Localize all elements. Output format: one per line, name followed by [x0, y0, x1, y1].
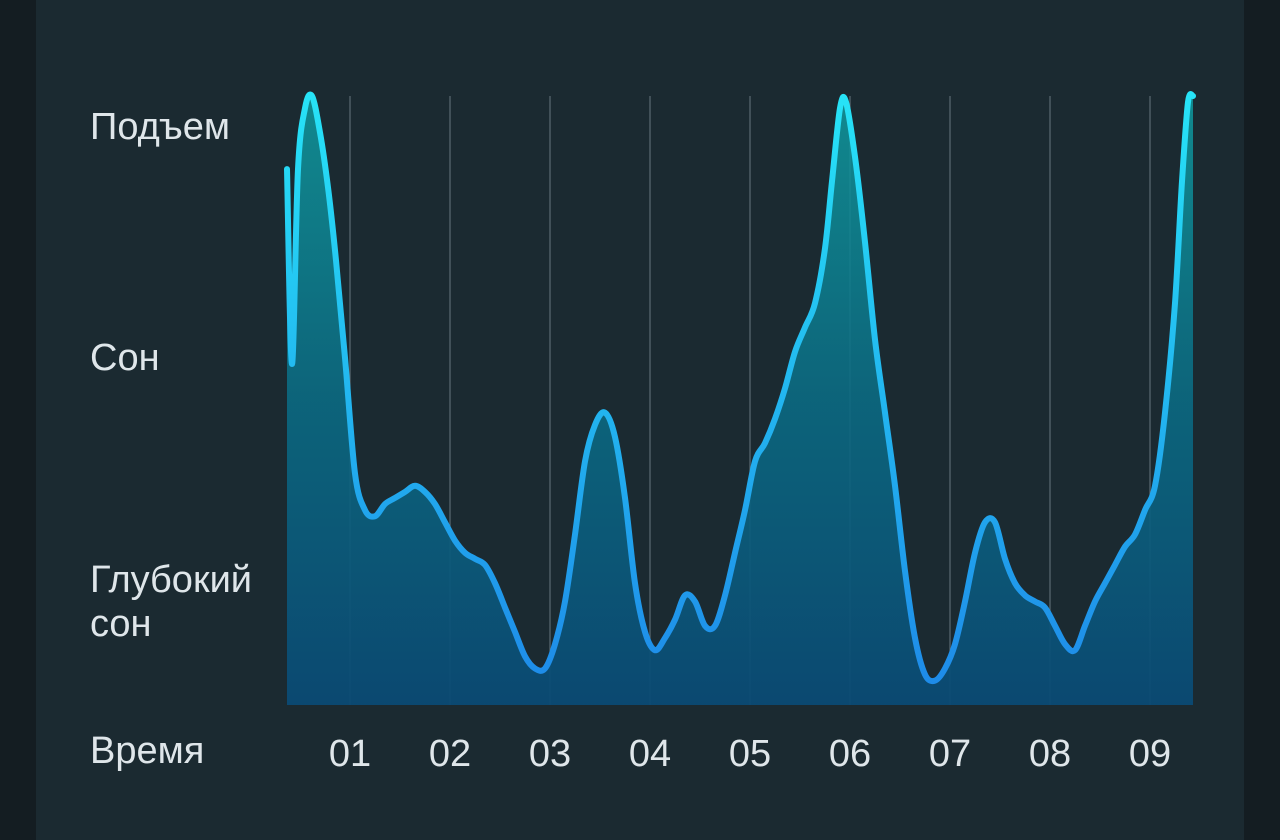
x-tick-09: 09: [1129, 733, 1171, 775]
y-label-deep-sleep: Глубокий сон: [90, 559, 253, 645]
sleep-line: [284, 91, 1196, 685]
y-label-wake: Подъем: [90, 106, 230, 148]
x-tick-07: 07: [929, 733, 971, 775]
y-label-sleep: Сон: [90, 337, 160, 379]
x-tick-05: 05: [729, 733, 771, 775]
sleep-area-fill: [287, 94, 1193, 706]
x-tick-08: 08: [1029, 733, 1071, 775]
x-axis-title: Время: [90, 730, 205, 772]
x-tick-01: 01: [329, 733, 371, 775]
x-tick-06: 06: [829, 733, 871, 775]
x-tick-labels: 01 02 03 04 05 06 07 08 09: [329, 733, 1171, 775]
x-tick-02: 02: [429, 733, 471, 775]
x-tick-04: 04: [629, 733, 671, 775]
x-tick-03: 03: [529, 733, 571, 775]
